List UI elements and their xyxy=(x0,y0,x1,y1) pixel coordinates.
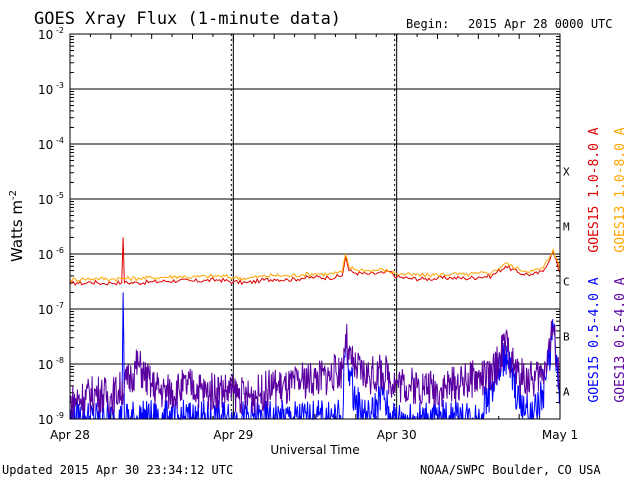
y-tick-exp: -5 xyxy=(56,191,64,200)
legend-label: GOES13 0.5-4.0 A xyxy=(613,277,628,402)
flare-class-label: X xyxy=(563,166,570,179)
y-tick-exp: -2 xyxy=(56,26,64,35)
legend-label: GOES15 0.5-4.0 A xyxy=(587,277,602,402)
flare-class-label: B xyxy=(563,331,570,344)
flare-class-label: M xyxy=(563,221,570,234)
series-line-2 xyxy=(70,292,561,421)
y-tick-exp: -9 xyxy=(56,411,64,420)
legend-label: GOES13 1.0-8.0 A xyxy=(613,127,628,252)
begin-label: Begin: xyxy=(406,17,449,31)
y-axis-label: Watts m-2 xyxy=(8,190,26,262)
updated-timestamp: Updated 2015 Apr 30 23:34:12 UTC xyxy=(2,463,233,477)
begin-value: 2015 Apr 28 0000 UTC xyxy=(468,17,613,31)
series-layer xyxy=(69,237,561,421)
y-tick-labels: 10-210-310-410-510-610-710-810-9 xyxy=(38,26,64,427)
y-tick-label: 10 xyxy=(38,248,53,262)
legend-item: GOES15 1.0-8.0 A xyxy=(587,127,602,252)
series-line-1 xyxy=(69,247,561,283)
y-tick-exp: -8 xyxy=(56,356,64,365)
x-tick-label: Apr 28 xyxy=(50,428,90,442)
y-tick-label: 10 xyxy=(38,413,53,427)
credit-text: NOAA/SWPC Boulder, CO USA xyxy=(420,463,601,477)
grid xyxy=(69,33,561,420)
y-axis-label-exp: -2 xyxy=(8,190,19,200)
plot-frame xyxy=(69,33,561,420)
y-tick-exp: -4 xyxy=(56,136,64,145)
y-tick-label: 10 xyxy=(38,28,53,42)
svg-text:Watts m-2: Watts m-2 xyxy=(8,190,26,262)
x-tick-label: Apr 29 xyxy=(213,428,253,442)
flare-class-label: A xyxy=(563,386,570,399)
flare-class-label: C xyxy=(563,276,570,289)
y-tick-label: 10 xyxy=(38,303,53,317)
y-tick-label: 10 xyxy=(38,358,53,372)
y-tick-exp: -3 xyxy=(56,81,64,90)
y-axis-label-text: Watts m xyxy=(8,200,26,262)
y-tick-label: 10 xyxy=(38,193,53,207)
legend-label: GOES15 1.0-8.0 A xyxy=(587,127,602,252)
plot-area xyxy=(69,33,561,421)
legend-item: GOES13 1.0-8.0 A xyxy=(613,127,628,252)
y-tick-label: 10 xyxy=(38,138,53,152)
x-tick-labels: Apr 28 Apr 29 Apr 30 May 1 xyxy=(50,428,578,442)
flare-class-labels: X M C B A xyxy=(563,166,570,399)
y-tick-exp: -7 xyxy=(56,301,64,310)
legend: GOES15 1.0-8.0 A GOES13 1.0-8.0 A GOES15 0… xyxy=(587,127,628,402)
legend-item: GOES15 0.5-4.0 A xyxy=(587,277,602,402)
y-tick-exp: -6 xyxy=(56,246,64,255)
x-tick-label: May 1 xyxy=(542,428,578,442)
y-tick-label: 10 xyxy=(38,83,53,97)
legend-item: GOES13 0.5-4.0 A xyxy=(613,277,628,402)
series-line-0 xyxy=(69,237,561,287)
series-line-3 xyxy=(69,320,561,420)
x-axis-label: Universal Time xyxy=(270,443,359,457)
x-tick-label: Apr 30 xyxy=(377,428,417,442)
chart-title: GOES Xray Flux (1-minute data) xyxy=(34,9,341,29)
